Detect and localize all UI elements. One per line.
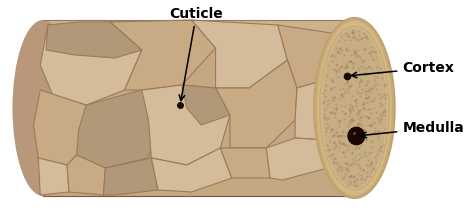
Polygon shape: [77, 90, 158, 168]
Polygon shape: [220, 148, 270, 178]
Polygon shape: [295, 75, 350, 140]
Ellipse shape: [314, 18, 395, 198]
Text: Cuticle: Cuticle: [170, 7, 223, 101]
Polygon shape: [142, 85, 230, 165]
Polygon shape: [34, 90, 91, 165]
Polygon shape: [266, 138, 328, 180]
Text: Medulla: Medulla: [361, 121, 464, 138]
Polygon shape: [40, 22, 142, 105]
Circle shape: [348, 127, 365, 145]
Polygon shape: [182, 85, 230, 125]
Ellipse shape: [12, 20, 74, 196]
Polygon shape: [67, 155, 105, 195]
Polygon shape: [278, 25, 345, 88]
Polygon shape: [110, 20, 216, 90]
Polygon shape: [103, 158, 158, 195]
Polygon shape: [191, 20, 287, 88]
Polygon shape: [43, 20, 355, 196]
Text: Cortex: Cortex: [351, 61, 454, 78]
Ellipse shape: [322, 28, 387, 188]
Polygon shape: [43, 20, 355, 50]
Polygon shape: [38, 158, 69, 195]
Polygon shape: [216, 60, 297, 148]
Polygon shape: [46, 22, 142, 58]
Polygon shape: [151, 148, 232, 192]
